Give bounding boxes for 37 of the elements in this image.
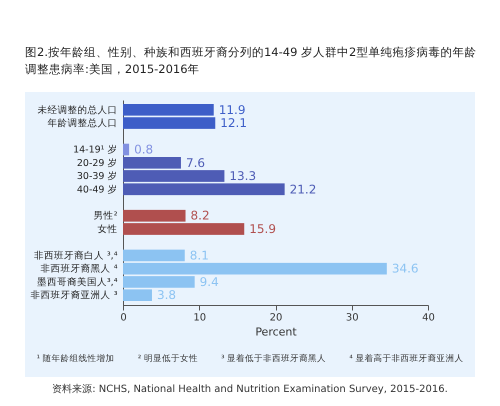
y-tick-label: 30-39 岁 [76,170,118,182]
data-label: 12.1 [220,116,247,130]
data-label: 21.2 [290,182,316,196]
data-label: 13.3 [229,169,256,184]
y-tick-label: 非西班牙裔亚洲人 ³ [30,289,118,302]
data-label: 34.6 [392,262,419,276]
x-tick-label: 30 [346,312,359,324]
text: ² 明显低于女性 [138,353,198,365]
x-tick-label: 20 [270,312,282,324]
y-tick-label: 40-49 岁 [76,183,118,196]
x-axis-title: Percent [255,326,298,338]
y-tick-label: 女性 [98,222,118,235]
data-label: 3.8 [156,288,176,302]
chart-title: 图2.按年龄组、性别、种族和西班牙裔分列的14-49 岁人群中2型单纯疱疹病毒的年龄调整患病率:美国，2015-2016年 [25,44,477,78]
text: ¹ 随年龄组线性增加 [36,353,115,365]
y-tick-label: 20-29 岁 [76,156,118,169]
data-label: 15.9 [249,222,276,236]
x-tick-label: 10 [193,312,206,324]
text: ⁴ 显着高于非西班牙裔亚洲人 [349,353,464,365]
data-label: 9.4 [200,274,219,289]
y-tick-label: 非西班牙裔白人 ³,⁴ [34,249,118,262]
x-tick-label: 40 [422,312,435,324]
text: 资料来源: NCHS, National Health and Nutrition Examination Survey, 2015-2016. [52,384,448,395]
x-tick-label: 0 [120,312,127,324]
y-tick-label: 年龄调整总人口 [48,117,118,130]
y-tick-label: 男性² [94,210,118,222]
y-tick-label: 未经调整的总人口 [38,104,118,116]
data-label: 7.6 [186,156,206,170]
data-label: 8.2 [190,208,210,223]
y-tick-label: 14-19¹ 岁 [73,144,118,156]
y-tick-label: 非西班牙裔黑人 ⁴ [40,262,118,275]
data-label: 11.9 [218,102,246,117]
text: ³ 显着低于非西班牙裔黑人 [221,353,326,365]
y-tick-label: 墨西哥裔美国人³,⁴ [36,276,118,288]
data-label: 8.1 [190,248,209,262]
bar [123,144,130,156]
data-label: 0.8 [134,142,154,157]
